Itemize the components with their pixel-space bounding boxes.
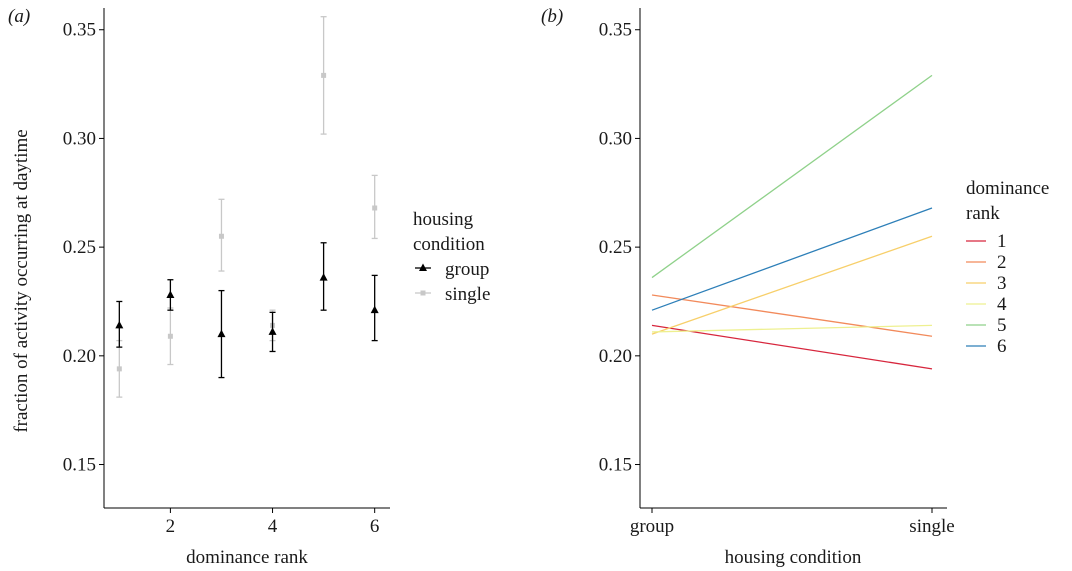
panel-b-legend-label: 4: [997, 294, 1007, 315]
panel-b-x-axis-title: housing condition: [725, 547, 862, 568]
legend-key-square: [420, 290, 426, 296]
panel-b-series-line-rank-4: [651, 324, 933, 333]
panel-a-legend-item-group: group: [415, 259, 489, 280]
triangle-marker: [268, 327, 277, 335]
panel-b-legend-item-rank-1: 1: [966, 231, 1007, 252]
panel-b-y-tick-label: 0.15: [599, 455, 632, 476]
panel-b-x-tick-label: group: [630, 516, 674, 537]
panel-b-legend-item-rank-2: 2: [966, 252, 1007, 273]
square-marker: [321, 72, 327, 78]
panel-b-legend-item-rank-3: 3: [966, 273, 1007, 294]
panel-a-x-tick-label: 2: [166, 516, 176, 537]
panel-a-point-group: [319, 242, 328, 311]
panel-a-legend-item-single: single: [415, 284, 490, 305]
panel-a-point-group: [217, 289, 226, 379]
panel-a-point-single: [116, 339, 123, 398]
panel-a-point-single: [167, 307, 174, 366]
panel-b-x-tick-label: single: [909, 516, 954, 537]
panel-a-marks: [115, 16, 379, 398]
square-marker: [218, 233, 224, 239]
panel-b-y-tick-label: 0.30: [599, 128, 632, 149]
panel-a-legend-label: single: [445, 284, 490, 305]
triangle-marker: [370, 305, 379, 314]
triangle-marker: [217, 329, 226, 338]
square-marker: [116, 366, 122, 372]
panel-a-point-group: [370, 274, 379, 342]
panel-a-legend-label: group: [445, 259, 489, 280]
panel-a-x-axis-title: dominance rank: [186, 547, 308, 568]
panel-a-point-single: [218, 198, 225, 272]
panel-a-point-single: [320, 16, 327, 135]
panel-a-legend-title: condition: [413, 234, 485, 255]
panel-b-legend-label: 2: [997, 252, 1007, 273]
panel-a-y-tick-label: 0.25: [63, 237, 96, 258]
panel-b-series-line-rank-3: [651, 235, 933, 335]
square-marker: [372, 205, 378, 211]
panel-b-axes: 0.15 0.20 0.25 0.30 0.35 group single: [599, 8, 955, 537]
panel-b-y-tick-label: 0.20: [599, 346, 632, 367]
panel-b-label: (b): [541, 6, 563, 27]
panel-a-legend: housing condition group single: [413, 209, 490, 305]
panel-b-legend-item-rank-5: 5: [966, 315, 1007, 336]
panel-a-y-tick-label: 0.15: [63, 455, 96, 476]
panel-b-legend-label: 3: [997, 273, 1007, 294]
triangle-marker: [115, 320, 124, 329]
panel-a-point-group: [166, 279, 175, 311]
panel-b-marks: [651, 74, 933, 370]
panel-b-legend-title: rank: [966, 203, 1000, 224]
panel-a-point-single: [371, 174, 378, 240]
panel-a-y-tick-label: 0.30: [63, 128, 96, 149]
panel-b-y-tick-label: 0.25: [599, 237, 632, 258]
panel-b-series-line-rank-6: [651, 207, 933, 311]
panel-a-point-group: [115, 300, 124, 348]
panel-a-x-tick-label: 4: [268, 516, 278, 537]
panel-b-series-line-rank-5: [651, 74, 933, 279]
panel-a-axes: 0.15 0.20 0.25 0.30 0.35 2 4 6: [63, 8, 390, 537]
panel-b-legend-item-rank-4: 4: [966, 294, 1007, 315]
panel-b-legend-label: 1: [997, 231, 1007, 252]
triangle-marker: [166, 290, 175, 298]
panel-a-point-group: [268, 311, 277, 353]
triangle-marker: [319, 273, 328, 281]
panel-a: (a) fraction of activity occurring at da…: [8, 6, 490, 568]
square-marker: [167, 333, 173, 339]
panel-b-legend-label: 5: [997, 315, 1007, 336]
panel-b-legend-label: 6: [997, 336, 1007, 357]
panel-b-legend-item-rank-6: 6: [966, 336, 1007, 357]
panel-a-y-tick-label: 0.35: [63, 20, 96, 41]
panel-a-y-tick-label: 0.20: [63, 346, 96, 367]
panel-b-series-line-rank-1: [651, 324, 933, 370]
panel-b-series-line-rank-2: [651, 294, 933, 337]
panel-a-legend-title: housing: [413, 209, 474, 230]
panel-a-x-tick-label: 6: [370, 516, 380, 537]
panel-a-y-axis-title: fraction of activity occurring at daytim…: [11, 129, 32, 432]
panel-a-label: (a): [8, 6, 30, 27]
legend-key-triangle: [419, 263, 427, 271]
panel-b: (b) housing condition 0.150.200.250.300.…: [541, 6, 1049, 568]
panel-b-legend-title: dominance: [966, 178, 1049, 199]
panel-b-y-tick-label: 0.35: [599, 20, 632, 41]
